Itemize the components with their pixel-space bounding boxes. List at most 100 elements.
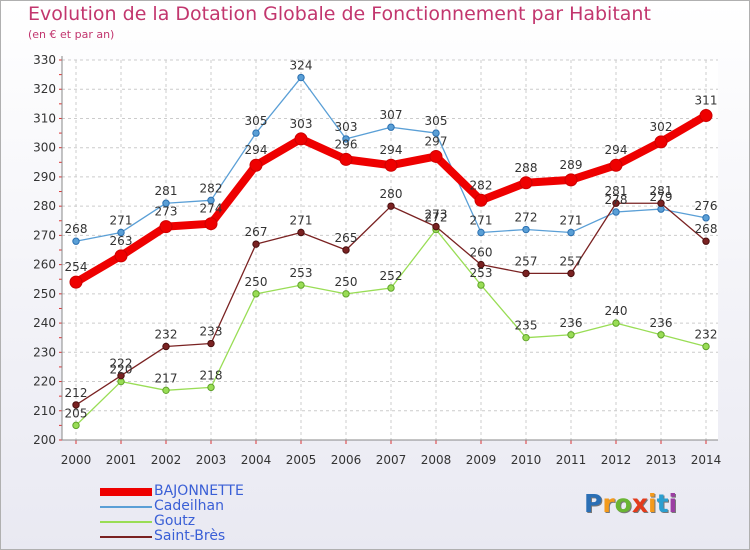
data-point-goutz <box>162 386 170 395</box>
x-tick-label: 2014 <box>691 453 722 467</box>
legend-label: Saint-Brès <box>154 528 226 544</box>
legend-swatch <box>100 488 152 496</box>
data-label-bajonnette: 288 <box>515 161 538 175</box>
data-label-cadeilhan: 268 <box>65 222 88 236</box>
y-tick-label: 280 <box>33 199 56 213</box>
data-point-bajonnette <box>519 176 533 190</box>
data-label-cadeilhan: 276 <box>695 199 718 213</box>
x-tick-label: 2012 <box>601 453 632 467</box>
chart-title: Evolution de la Dotation Globale de Fonc… <box>28 3 651 25</box>
data-label-saint-br-s: 222 <box>110 357 133 371</box>
series-lines <box>69 73 713 430</box>
data-label-saint-br-s: 233 <box>200 325 223 339</box>
data-label-saint-br-s: 281 <box>650 184 673 198</box>
y-tick-label: 290 <box>33 170 56 184</box>
data-label-cadeilhan: 278 <box>605 193 628 207</box>
x-tick-label: 2006 <box>331 453 362 467</box>
legend-item-cadeilhan: Cadeilhan <box>100 498 320 514</box>
data-point-cadeilhan <box>522 225 530 234</box>
legend-swatch <box>100 506 152 508</box>
data-label-goutz: 205 <box>65 406 88 420</box>
data-point-saint-br-s <box>657 199 665 207</box>
data-point-saint-br-s <box>297 228 305 237</box>
data-point-bajonnette <box>249 158 263 172</box>
data-point-saint-br-s <box>387 202 395 210</box>
data-point-saint-br-s <box>522 269 530 278</box>
data-point-cadeilhan <box>702 214 710 222</box>
data-label-cadeilhan: 305 <box>245 114 268 128</box>
plot-area <box>62 60 718 440</box>
data-label-goutz: 250 <box>245 275 268 289</box>
data-point-cadeilhan <box>297 73 305 82</box>
data-point-cadeilhan <box>567 228 575 237</box>
data-point-cadeilhan <box>477 228 485 237</box>
legend-label: Goutz <box>154 513 196 529</box>
y-tick-label: 310 <box>33 111 56 125</box>
data-label-cadeilhan: 305 <box>425 114 448 128</box>
data-label-goutz: 220 <box>110 363 133 377</box>
data-point-goutz <box>387 284 395 292</box>
data-label-cadeilhan: 271 <box>470 213 493 227</box>
data-label-goutz: 236 <box>650 316 673 330</box>
y-tick-label: 200 <box>33 433 56 447</box>
data-point-cadeilhan <box>117 228 125 237</box>
data-label-saint-br-s: 273 <box>425 208 448 222</box>
data-label-goutz: 250 <box>335 275 358 289</box>
data-label-goutz: 240 <box>605 304 628 318</box>
data-point-saint-br-s <box>72 401 80 409</box>
data-label-bajonnette: 294 <box>380 143 403 157</box>
x-tick-label: 2010 <box>511 453 542 467</box>
legend-item-goutz: Goutz <box>100 513 320 529</box>
data-point-saint-br-s <box>702 237 710 245</box>
data-point-goutz <box>207 383 215 392</box>
data-label-cadeilhan: 324 <box>290 59 313 73</box>
data-point-saint-br-s <box>207 339 215 348</box>
data-label-goutz: 253 <box>290 266 313 280</box>
data-point-bajonnette <box>339 152 353 166</box>
legend: BAJONNETTE Cadeilhan Goutz Saint-Brès <box>100 483 320 544</box>
data-point-goutz <box>297 281 305 289</box>
data-label-saint-br-s: 280 <box>380 187 403 201</box>
logo-letter: t <box>656 489 669 518</box>
legend-item-saint-br-s: Saint-Brès <box>100 528 320 544</box>
data-point-goutz <box>477 281 485 289</box>
data-label-goutz: 218 <box>200 368 223 382</box>
data-label-saint-br-s: 257 <box>515 254 538 268</box>
data-label-bajonnette: 289 <box>560 158 583 172</box>
data-point-cadeilhan <box>432 129 440 137</box>
data-point-cadeilhan <box>207 196 215 205</box>
data-label-goutz: 253 <box>470 266 493 280</box>
data-label-bajonnette: 297 <box>425 134 448 148</box>
data-label-bajonnette: 303 <box>290 117 313 131</box>
data-point-cadeilhan <box>387 123 395 131</box>
data-point-goutz <box>612 319 620 327</box>
data-label-bajonnette: 302 <box>650 120 673 134</box>
data-label-saint-br-s: 265 <box>335 231 358 245</box>
data-point-goutz <box>702 342 710 351</box>
chart-subtitle: (en € et par an) <box>28 28 115 41</box>
data-point-bajonnette <box>654 135 668 149</box>
data-label-cadeilhan: 279 <box>650 190 673 204</box>
data-point-cadeilhan <box>342 135 350 143</box>
logo-letter: i <box>648 489 657 518</box>
data-label-saint-br-s: 268 <box>695 222 718 236</box>
x-tick-label: 2013 <box>646 453 677 467</box>
data-label-saint-br-s: 232 <box>155 327 178 341</box>
x-tick-label: 2003 <box>196 453 227 467</box>
data-label-goutz: 236 <box>560 316 583 330</box>
x-tick-label: 2004 <box>241 453 272 467</box>
y-tick-label: 250 <box>33 287 56 301</box>
data-label-saint-br-s: 257 <box>560 254 583 268</box>
data-label-bajonnette: 273 <box>155 205 178 219</box>
data-point-goutz <box>657 331 665 339</box>
x-tick-label: 2001 <box>106 453 137 467</box>
logo-letter: o <box>614 489 632 518</box>
data-point-saint-br-s <box>567 269 575 278</box>
data-point-bajonnette <box>114 249 128 263</box>
legend-label: Cadeilhan <box>154 498 224 514</box>
data-label-bajonnette: 263 <box>110 234 133 248</box>
y-tick-label: 270 <box>33 228 56 242</box>
data-label-cadeilhan: 272 <box>515 211 538 225</box>
data-point-saint-br-s <box>252 240 260 248</box>
